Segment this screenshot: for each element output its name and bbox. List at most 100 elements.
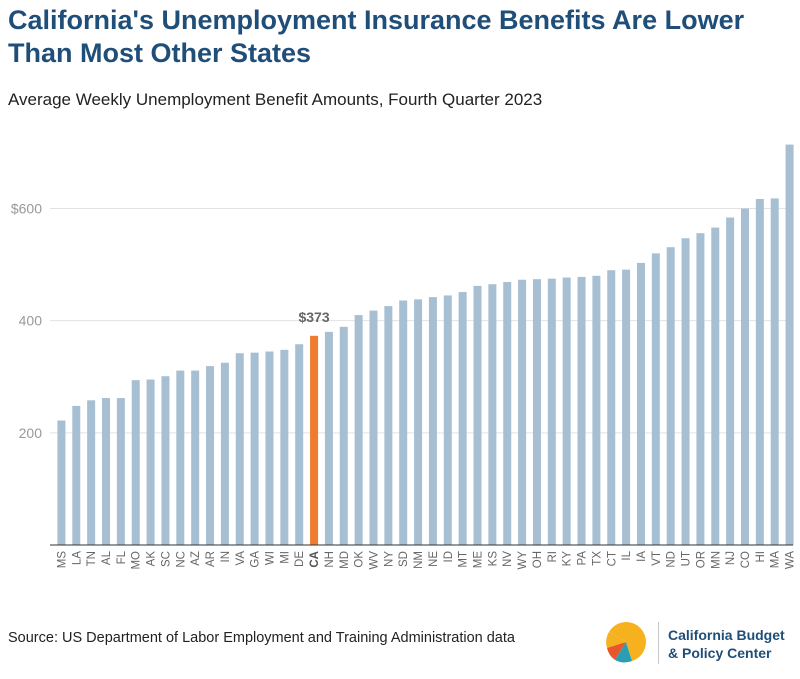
x-tick-label: AK [146,551,158,567]
y-tick-label: $600 [11,201,42,217]
bar-ut [681,238,690,545]
bar-ar [206,366,215,545]
x-tick-label: OH [532,551,544,568]
logo-line-2: & Policy Center [668,645,772,661]
bar-az [191,370,200,545]
bar-ky [562,277,571,545]
x-tick-label: MI [279,551,291,564]
data-labels: $373 [298,309,329,325]
x-tick-label: FL [116,550,128,564]
bar-ct [607,270,616,545]
bar-nv [503,281,512,545]
bar-nh [324,331,333,545]
chart-subtitle: Average Weekly Unemployment Benefit Amou… [8,90,543,109]
bar-tn [87,400,96,545]
bar-ak [146,379,155,545]
y-tick-label: 400 [19,313,43,329]
bar-wa [785,144,794,545]
x-tick-label: WY [517,551,529,570]
x-tick-label: RI [547,551,559,563]
bars [57,144,794,545]
bar-ny [384,306,393,545]
x-tick-label: NM [413,551,425,569]
x-tick-label: AL [101,550,113,565]
x-tick-label: MN [710,551,722,569]
bar-ma [770,198,779,545]
bar-mn [711,227,720,545]
x-tick-label: OR [695,551,707,568]
x-tick-label: PA [577,551,589,566]
x-tick-label: IL [621,550,633,560]
bar-ia [636,262,645,545]
bar-ne [428,297,437,545]
bar-hi [755,198,764,545]
x-tick-label: ND [666,551,678,568]
x-tick-label: MT [458,551,470,568]
x-tick-label: NJ [725,551,737,565]
bar-oh [532,279,541,545]
bar-va [235,353,244,545]
bar-ok [354,315,363,545]
x-tick-label: DE [294,551,306,567]
x-tick-label: MO [131,551,143,570]
bar-ms [57,420,66,545]
y-axis-ticks: 200 400 $600 [11,201,42,441]
x-tick-label: VT [651,551,663,566]
x-tick-label: NY [383,551,395,567]
bar-nd [666,247,675,545]
bar-wi [265,351,274,545]
logo-mark-icon [606,622,646,663]
bar-mo [131,380,140,545]
x-tick-label: ME [473,551,485,569]
x-tick-label: MS [56,551,68,569]
bar-sc [161,376,170,545]
bar-nm [414,299,423,545]
logo-divider [658,622,659,664]
x-tick-label: SC [160,551,172,567]
x-tick-label: OK [354,551,366,568]
bar-al [102,398,111,545]
x-tick-label: VA [235,551,247,566]
chart-title: California's Unemployment Insurance Bene… [8,5,745,68]
x-tick-label: ID [443,551,455,563]
x-tick-label: LA [71,551,83,565]
logo-line-1: California Budget [668,627,785,643]
bar-mt [458,292,467,545]
x-tick-label: KS [487,551,499,567]
x-tick-label: NH [324,551,336,568]
x-tick-label: AZ [190,551,202,566]
x-tick-label: MD [339,551,351,569]
x-tick-label: UT [681,551,693,566]
bar-sd [399,300,408,545]
x-tick-label: NV [502,551,514,567]
bar-de [295,344,304,545]
bar-co [740,208,749,545]
bar-tx [592,275,601,545]
bar-ks [488,284,497,545]
bar-md [339,326,348,545]
x-tick-label: CO [740,551,752,568]
x-tick-label: HI [755,551,767,563]
data-label-ca: $373 [298,309,329,325]
x-axis-labels: MS LA TN AL FL MO AK SC NC AZ AR IN VA GA WI MI DE CA NH MD… [56,550,796,569]
x-tick-label: WA [785,551,797,569]
x-tick-label: CA [309,551,321,568]
source-note: Source: US Department of Labor Employmen… [8,630,515,646]
x-tick-label: SD [398,551,410,567]
bar-nj [726,217,735,545]
bar-fl [116,398,125,545]
x-tick-label: WI [264,551,276,565]
x-tick-label: IA [636,551,648,562]
bar-ga [250,352,259,545]
bar-mi [280,349,289,545]
x-tick-label: AR [205,551,217,567]
bar-il [622,269,631,545]
cbpc-logo: California Budget & Policy Center [600,616,795,670]
bar-vt [651,253,660,545]
x-tick-label: CT [606,551,618,566]
x-tick-label: KY [562,551,574,567]
bar-or [696,233,705,545]
x-tick-label: TN [86,551,98,566]
bar-la [72,405,81,545]
